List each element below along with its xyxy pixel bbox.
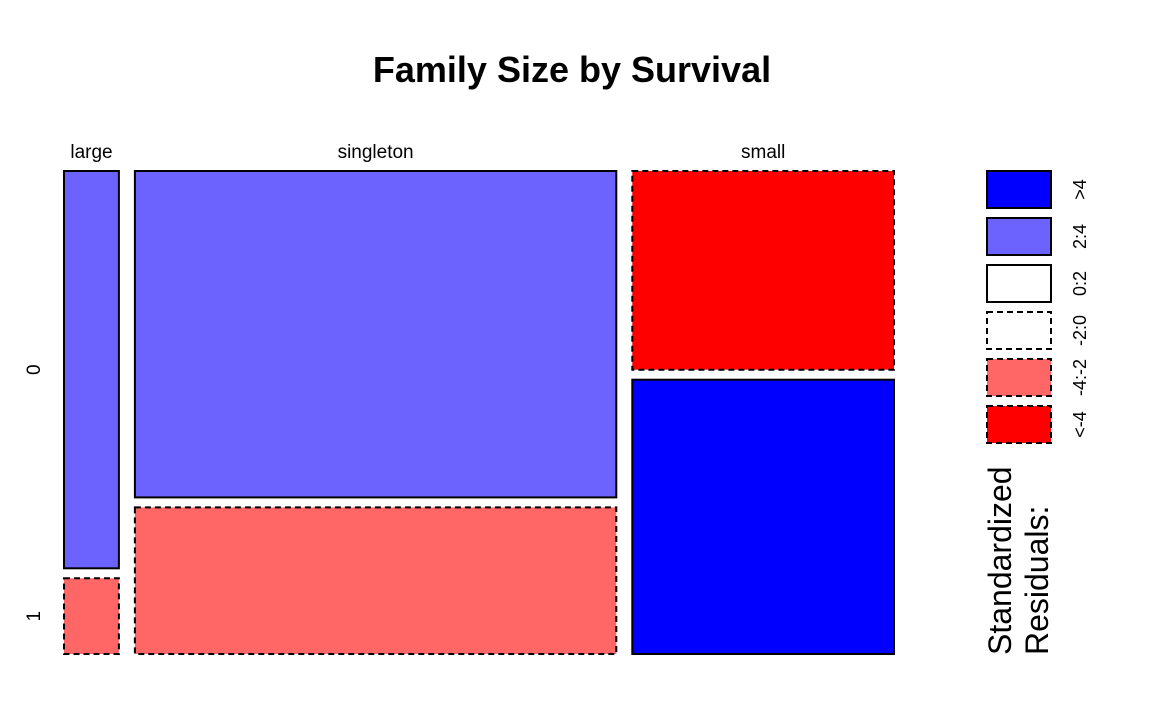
legend: >4 2:4 0:2 -2:0 -4:-2 <-4: [986, 170, 1090, 444]
row-label-1: 1: [24, 611, 45, 622]
legend-label-4: -4:-2: [1070, 359, 1090, 396]
mosaic-tiles: [63, 170, 895, 655]
legend-swatch-4: [986, 358, 1052, 397]
column-label-singleton: singleton: [338, 142, 414, 163]
legend-swatch-1: [986, 217, 1052, 256]
column-label-large: large: [70, 142, 112, 163]
legend-label-3: -2:0: [1070, 315, 1090, 346]
tile-singleton-0: [133, 170, 618, 499]
legend-swatch-5: [986, 405, 1052, 444]
legend-label-2: 0:2: [1070, 271, 1090, 296]
row-label-0: 0: [24, 364, 45, 375]
tile-small-1: [631, 378, 895, 655]
legend-label-1: 2:4: [1070, 224, 1090, 249]
tile-small-0: [631, 170, 895, 371]
chart-title: Family Size by Survival: [373, 49, 771, 90]
legend-swatch-2: [986, 264, 1052, 303]
legend-title-line2: Residuals:: [1019, 506, 1055, 655]
legend-title-line1: Standardized: [982, 466, 1018, 655]
tile-large-1: [63, 577, 120, 655]
column-labels: large singleton small: [70, 142, 785, 163]
legend-swatch-0: [986, 170, 1052, 209]
legend-label-5: <-4: [1070, 411, 1090, 438]
tile-singleton-1: [133, 506, 618, 655]
column-label-small: small: [741, 142, 785, 163]
tile-large-0: [63, 170, 120, 570]
row-labels: 01: [24, 364, 45, 621]
legend-label-0: >4: [1070, 179, 1090, 200]
legend-swatch-3: [986, 311, 1052, 350]
